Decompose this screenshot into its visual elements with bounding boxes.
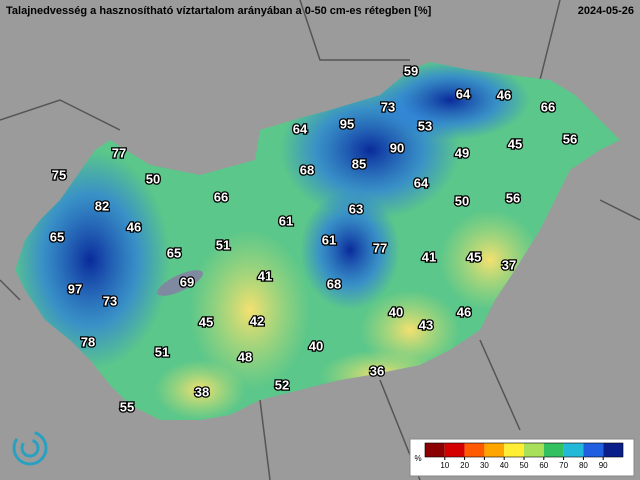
station-value: 50 [146,171,160,186]
station-value: 65 [167,245,181,260]
legend-tick-label: 20 [460,461,469,470]
color-swatch [484,443,505,457]
station-value: 82 [95,198,109,213]
station-value: 68 [300,162,314,177]
station-value: 95 [340,116,354,131]
station-value: 73 [381,99,395,114]
legend-tick-label: 60 [539,461,548,470]
station-value: 56 [506,190,520,205]
station-value: 46 [457,304,471,319]
station-value: 41 [422,249,436,264]
color-swatch [603,443,623,457]
legend-tick-label: 50 [520,461,529,470]
station-value: 46 [497,87,511,102]
station-value: 46 [127,219,141,234]
station-value: 53 [418,118,432,133]
station-value: 97 [68,281,82,296]
station-value: 49 [455,145,469,160]
station-value: 63 [349,201,363,216]
station-value: 40 [309,338,323,353]
station-value: 59 [404,63,418,78]
station-value: 90 [390,140,404,155]
color-swatch [563,443,584,457]
color-swatch [444,443,465,457]
station-value: 65 [50,229,64,244]
station-value: 38 [195,384,209,399]
legend: % 10 20 30 40 50 60 70 80 90 [414,442,624,470]
station-value: 68 [327,276,341,291]
legend-tick-label: 80 [579,461,588,470]
station-value: 69 [180,274,194,289]
station-value: 77 [373,240,387,255]
station-value: 66 [541,99,555,114]
color-swatch [504,443,524,457]
station-value: 42 [250,313,264,328]
station-value: 43 [419,317,433,332]
station-value: 75 [52,167,66,182]
station-value: 37 [502,257,516,272]
station-value: 51 [155,344,169,359]
station-value: 56 [563,131,577,146]
station-value: 66 [214,189,228,204]
station-value: 64 [456,86,471,101]
station-value: 41 [258,268,272,283]
station-value: 45 [199,314,213,329]
legend-tick-label: 30 [480,461,489,470]
station-value: 51 [216,237,230,252]
stations: 59 64 46 66 73 95 53 64 56 45 77 85 90 49 75 50 68 64 66 50… [48,62,578,416]
station-value: 50 [455,193,469,208]
date: 2024-05-26 [578,5,634,17]
logo [12,430,48,466]
station-value: 77 [112,145,126,160]
station-value: 36 [370,363,384,378]
station-value: 61 [322,232,336,247]
legend-tick-label: 90 [599,461,608,470]
station-value: 45 [508,136,522,151]
station-value: 40 [389,304,403,319]
legend-unit: % [414,454,421,463]
station-value: 45 [467,249,481,264]
legend-tick-label: 70 [559,461,568,470]
color-swatch [425,443,445,457]
title: Talajnedvesség a hasznosítható víztartal… [6,5,432,17]
station-value: 64 [293,121,308,136]
color-swatch [524,443,544,457]
station-value: 64 [414,175,429,190]
station-value: 85 [352,156,366,171]
station-value: 73 [103,293,117,308]
color-swatch [583,443,604,457]
station-value: 48 [238,349,252,364]
station-value: 55 [120,399,134,414]
station-value: 61 [279,213,293,228]
station-value: 52 [275,377,289,392]
color-swatch [543,443,564,457]
station-value: 78 [81,334,95,349]
legend-tick-label: 40 [500,461,509,470]
color-swatch [464,443,485,457]
legend-tick-label: 10 [440,461,449,470]
